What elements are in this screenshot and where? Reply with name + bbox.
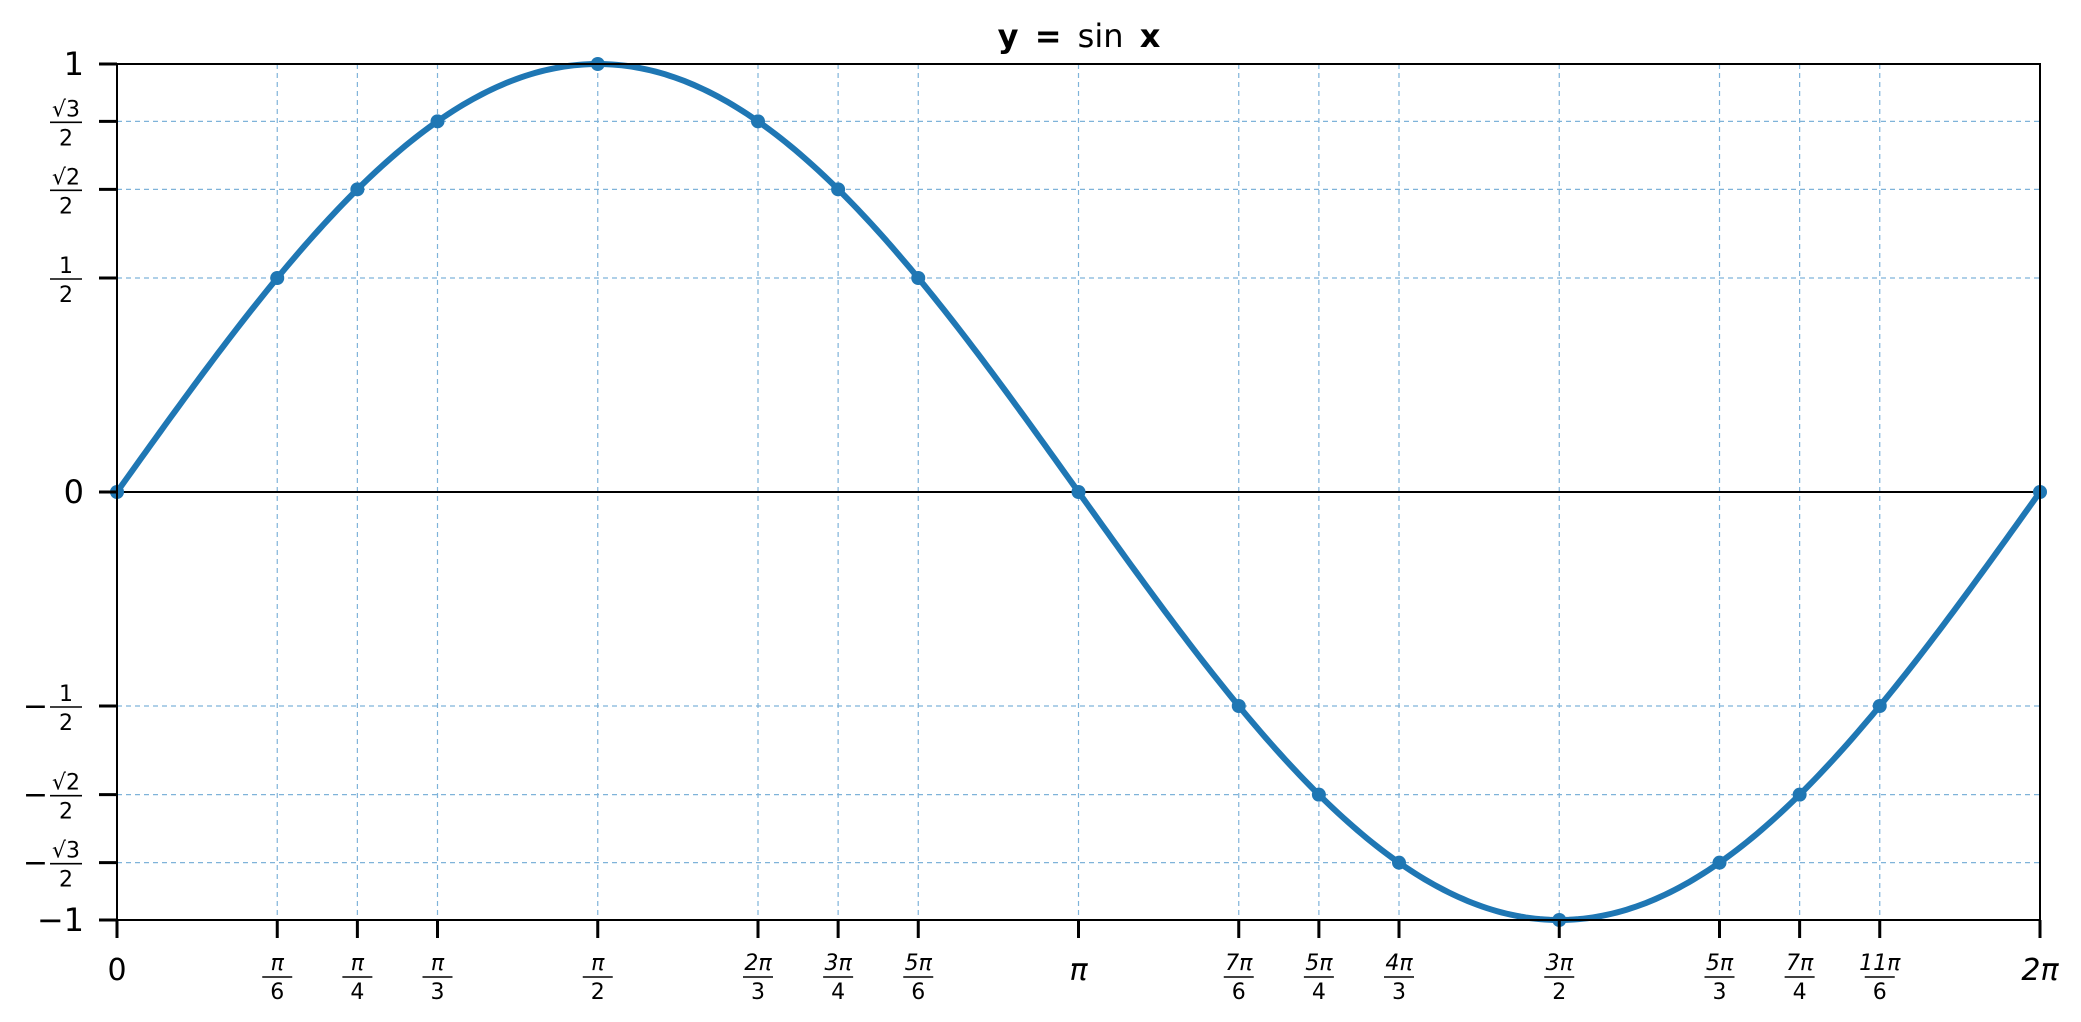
data-point (1071, 485, 1086, 499)
x-tick-label-numerator: 7π (1786, 951, 1814, 976)
x-tick-label-numerator: 11π (1859, 951, 1901, 976)
x-tick-label-numerator: 4π (1385, 951, 1413, 976)
x-tick-label-denominator: 4 (1793, 980, 1807, 1005)
x-tick-label-denominator: 2 (1552, 980, 1566, 1005)
y-tick-label-numerator: √2 (52, 771, 80, 796)
data-point (831, 182, 846, 197)
y-tick-label-numerator: 1 (59, 682, 73, 707)
x-tick-label-numerator: 5π (1706, 951, 1734, 976)
y-tick-label-numerator: 1 (59, 254, 73, 279)
x-tick-label: 2π (2021, 953, 2059, 988)
x-tick-label: π (1069, 953, 1088, 988)
title-var-x: x (1140, 17, 1161, 55)
x-tick-label-denominator: 6 (1232, 980, 1246, 1005)
x-tick-label-denominator: 4 (350, 980, 364, 1005)
y-tick-label-denominator: 2 (59, 194, 73, 219)
x-tick-label-denominator: 2 (591, 980, 605, 1005)
x-tick-label-numerator: π (351, 951, 365, 976)
x-tick-label-numerator: 5π (905, 951, 933, 976)
data-point (911, 271, 926, 285)
x-tick-label: 0 (107, 953, 126, 988)
y-tick-label-sign: − (23, 846, 48, 881)
y-tick-label: 1 (64, 45, 84, 83)
x-tick-label-denominator: 3 (751, 980, 765, 1005)
title-var-y: y (998, 17, 1019, 55)
y-tick-label-sign: − (23, 778, 48, 813)
y-tick-label-numerator: √3 (52, 839, 80, 864)
data-point (270, 271, 285, 285)
y-tick-label-denominator: 2 (59, 800, 73, 825)
x-tick-label-numerator: π (591, 951, 605, 976)
x-tick-label-denominator: 3 (1392, 980, 1406, 1005)
x-tick-label-numerator: 3π (825, 951, 853, 976)
data-point (1392, 855, 1407, 870)
x-tick-label-denominator: 4 (1312, 980, 1326, 1005)
data-point (1311, 787, 1326, 802)
x-tick-label-denominator: 6 (911, 980, 925, 1005)
x-tick-label-numerator: 2π (744, 951, 772, 976)
y-tick-label-numerator: √3 (52, 97, 80, 122)
y-tick-label-sign: − (23, 689, 48, 724)
data-point (350, 182, 365, 197)
x-tick-label-denominator: 4 (831, 980, 845, 1005)
x-tick-label-numerator: π (271, 951, 285, 976)
x-tick-label-numerator: π (431, 951, 445, 976)
data-point (1792, 787, 1807, 802)
data-point (1712, 855, 1727, 870)
y-tick-label: 0 (64, 473, 84, 511)
x-tick-label-denominator: 3 (431, 980, 445, 1005)
chart-title: y = sin x (998, 17, 1161, 55)
title-func: sin (1078, 17, 1124, 55)
x-tick-label-numerator: 3π (1546, 951, 1574, 976)
y-tick-label: −1 (37, 901, 84, 939)
x-tick-label-numerator: 7π (1225, 951, 1253, 976)
data-point (430, 114, 445, 129)
y-tick-label-denominator: 2 (59, 711, 73, 736)
data-point (1872, 699, 1887, 713)
x-tick-label-numerator: 5π (1305, 951, 1333, 976)
data-point (1231, 699, 1246, 713)
x-tick-label-denominator: 6 (270, 980, 284, 1005)
y-tick-label-denominator: 2 (59, 868, 73, 893)
data-point (751, 114, 766, 129)
y-tick-label-denominator: 2 (59, 126, 73, 151)
x-tick-label-denominator: 6 (1873, 980, 1887, 1005)
y-tick-label-numerator: √2 (52, 165, 80, 190)
title-equals: = (1035, 17, 1062, 55)
x-tick-label-denominator: 3 (1713, 980, 1727, 1005)
y-tick-label-denominator: 2 (59, 283, 73, 308)
